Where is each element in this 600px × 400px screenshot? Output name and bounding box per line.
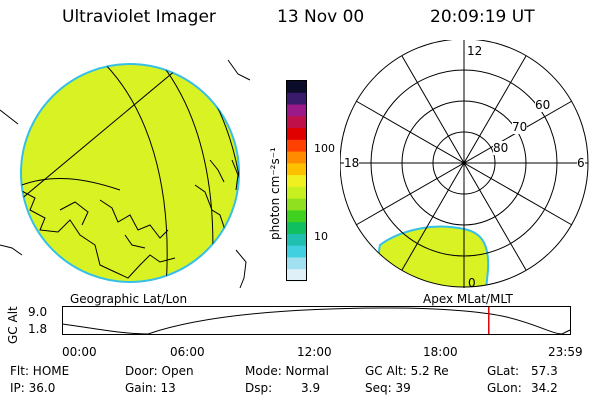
status-glat-value: 57.3 <box>531 364 558 378</box>
colorbar-swatch <box>287 257 306 270</box>
time-label: 20:09:19 UT <box>430 7 535 27</box>
status-gc-alt: GC Alt: 5.2 Re <box>365 364 449 378</box>
geographic-image-panel <box>0 59 251 289</box>
status-door: Door: Open <box>125 364 194 378</box>
colorbar-swatch <box>287 81 306 94</box>
status-glat-label: GLat: <box>487 364 520 378</box>
status-ip: IP: 36.0 <box>10 381 56 395</box>
timeline-x-tick-2359: 23:59 <box>548 345 583 359</box>
status-seq: Seq: 39 <box>365 381 411 395</box>
timeline-x-tick-1200: 12:00 <box>297 345 332 359</box>
timeline-y-axis-label: GC Alt <box>6 306 20 344</box>
timeline-x-tick-0600: 06:00 <box>170 345 205 359</box>
status-gain: Gain: 13 <box>125 381 176 395</box>
altitude-timeline <box>62 306 571 335</box>
status-dsp-label: Dsp: <box>245 381 273 395</box>
colorbar-swatch <box>287 233 306 247</box>
colorbar-swatch <box>287 128 306 141</box>
timeline-y-tick-min: 1.8 <box>28 322 48 336</box>
colorbar-swatch <box>287 104 306 117</box>
colorbar-swatch <box>287 222 306 235</box>
colorbar-tick-10: 10 <box>314 230 328 243</box>
mlat-label-80: 80 <box>493 141 509 155</box>
colorbar-swatch <box>287 163 306 176</box>
mlt-label-12: 12 <box>467 44 483 58</box>
colorbar-swatch <box>287 245 306 258</box>
status-mode: Mode: Normal <box>245 364 329 378</box>
timeline-x-tick-1800: 18:00 <box>423 345 458 359</box>
polar-panel-caption: Apex MLat/MLT <box>423 292 513 306</box>
timeline-x-tick-0000: 00:00 <box>62 345 97 359</box>
status-dsp-value: 3.9 <box>301 381 321 395</box>
status-flight: Flt: HOME <box>10 364 70 378</box>
colorbar-tick-100: 100 <box>314 142 335 155</box>
timeline-y-tick-max: 9.0 <box>28 305 48 319</box>
geo-panel-caption: Geographic Lat/Lon <box>70 292 188 306</box>
mlat-label-60: 60 <box>535 98 551 112</box>
mlt-label-18: 18 <box>344 156 360 170</box>
colorbar-unit-label: photon cm⁻²s⁻¹ <box>268 147 282 240</box>
colorbar-swatch <box>287 186 306 200</box>
colorbar-swatch <box>287 151 306 164</box>
colorbar-swatch <box>287 116 306 129</box>
instrument-title: Ultraviolet Imager <box>62 7 216 27</box>
polar-plot <box>340 40 589 288</box>
colorbar-swatch <box>287 269 306 282</box>
status-glon-label: GLon: <box>487 381 522 395</box>
colorbar-swatch <box>287 139 306 153</box>
mlt-label-6: 6 <box>577 156 585 170</box>
altitude-curve <box>62 307 571 335</box>
colorbar-swatch <box>287 175 306 188</box>
mlt-label-0: 0 <box>468 276 476 290</box>
status-glon-value: 34.2 <box>531 381 558 395</box>
colorbar <box>286 80 307 282</box>
colorbar-swatch <box>287 92 306 106</box>
date-label: 13 Nov 00 <box>277 7 365 27</box>
mlat-label-70: 70 <box>512 120 528 134</box>
colorbar-swatch <box>287 210 306 223</box>
colorbar-swatch <box>287 198 306 211</box>
